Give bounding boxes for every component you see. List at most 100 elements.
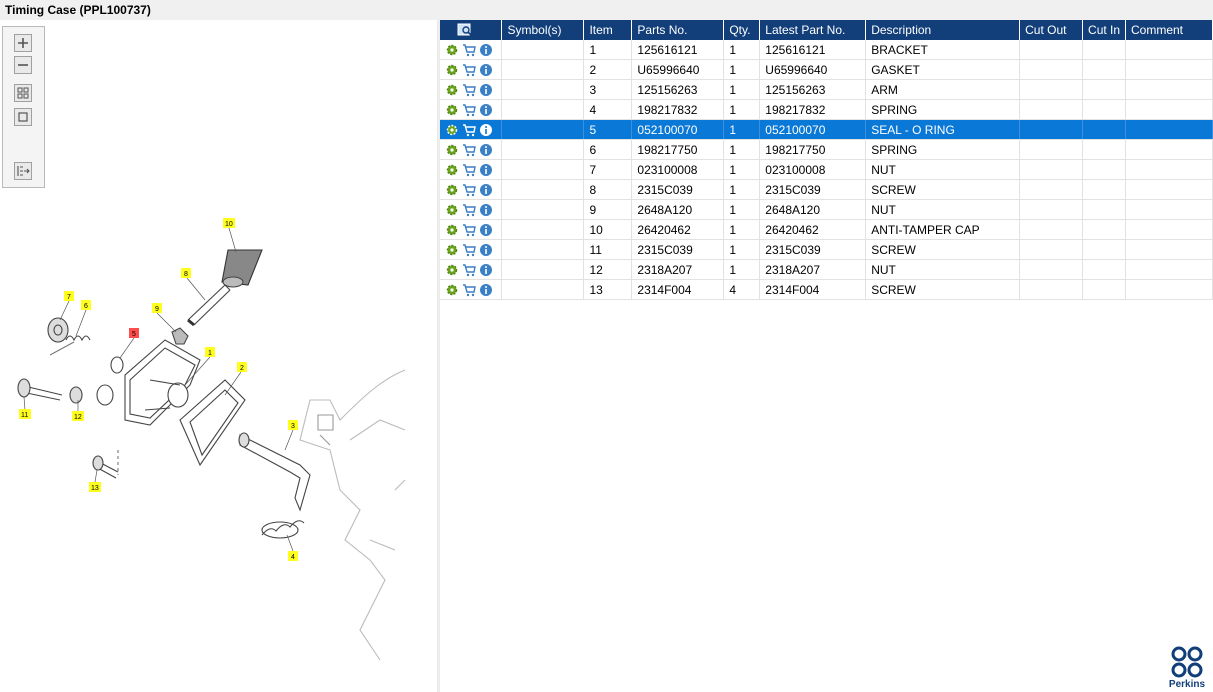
info-icon[interactable] (479, 43, 493, 57)
callout-13[interactable] (89, 482, 101, 492)
gear-icon[interactable] (445, 203, 459, 217)
cart-icon[interactable] (462, 283, 476, 297)
gear-icon[interactable] (445, 103, 459, 117)
callout-4[interactable] (288, 551, 298, 561)
gear-icon[interactable] (445, 263, 459, 277)
gear-icon[interactable] (445, 83, 459, 97)
info-icon[interactable] (479, 283, 493, 297)
callout-6[interactable] (81, 300, 91, 310)
header-qty[interactable]: Qty. (723, 20, 761, 40)
table-row[interactable]: 11 2315C039 1 2315C039 SCREW (440, 239, 1213, 260)
callout-5[interactable] (129, 328, 139, 338)
cell-symbols (501, 179, 585, 200)
cart-icon[interactable] (462, 123, 476, 137)
gear-icon[interactable] (445, 63, 459, 77)
table-row[interactable]: 13 2314F004 4 2314F004 SCREW (440, 279, 1213, 300)
diagram-panel[interactable]: 10 8 9 7 6 5 1 2 3 4 11 12 13 (0, 20, 437, 692)
info-icon[interactable] (479, 143, 493, 157)
callout-11[interactable] (19, 409, 31, 419)
header-parts-no[interactable]: Parts No. (631, 20, 725, 40)
cart-icon[interactable] (462, 63, 476, 77)
cart-icon[interactable] (462, 103, 476, 117)
fit-page-button[interactable] (14, 108, 32, 126)
table-row[interactable]: 8 2315C039 1 2315C039 SCREW (440, 179, 1213, 200)
panel-splitter[interactable] (437, 20, 440, 692)
table-row[interactable]: 3 125156263 1 125156263 ARM (440, 79, 1213, 100)
cell-item: 7 (583, 159, 633, 180)
gear-icon[interactable] (445, 43, 459, 57)
callout-10[interactable] (223, 218, 235, 228)
table-row[interactable]: 7 023100008 1 023100008 NUT (440, 159, 1213, 180)
callout-1[interactable] (205, 347, 215, 357)
info-icon[interactable] (479, 223, 493, 237)
info-icon[interactable] (479, 123, 493, 137)
gear-icon[interactable] (445, 163, 459, 177)
header-cut-in[interactable]: Cut In (1082, 20, 1126, 40)
info-icon[interactable] (479, 183, 493, 197)
gear-icon[interactable] (445, 223, 459, 237)
info-icon[interactable] (479, 163, 493, 177)
zoom-in-button[interactable] (14, 34, 32, 52)
cell-comment (1125, 79, 1213, 100)
cart-icon[interactable] (462, 143, 476, 157)
callout-3[interactable] (288, 420, 298, 430)
info-icon[interactable] (479, 83, 493, 97)
gear-icon[interactable] (445, 243, 459, 257)
header-comment[interactable]: Comment (1125, 20, 1213, 40)
callout-2[interactable] (237, 362, 247, 372)
table-row[interactable]: 9 2648A120 1 2648A120 NUT (440, 199, 1213, 220)
gear-icon[interactable] (445, 183, 459, 197)
cart-icon[interactable] (462, 83, 476, 97)
gear-icon[interactable] (445, 283, 459, 297)
info-icon[interactable] (479, 203, 493, 217)
callout-12[interactable] (72, 411, 84, 421)
cart-icon[interactable] (462, 223, 476, 237)
header-search-column[interactable] (440, 20, 503, 40)
callout-7[interactable] (64, 291, 74, 301)
callout-5-label: 5 (132, 331, 136, 338)
cart-icon[interactable] (462, 243, 476, 257)
table-row[interactable]: 4 198217832 1 198217832 SPRING (440, 99, 1213, 120)
header-latest-part-no[interactable]: Latest Part No. (759, 20, 867, 40)
zoom-out-icon (18, 64, 28, 66)
cell-comment (1125, 119, 1213, 140)
info-icon[interactable] (479, 243, 493, 257)
toggle-list-button[interactable] (14, 162, 32, 180)
cart-icon[interactable] (462, 163, 476, 177)
table-row[interactable]: 5 052100070 1 052100070 SEAL - O RING (440, 119, 1213, 140)
row-actions (440, 239, 503, 260)
table-row[interactable]: 6 198217750 1 198217750 SPRING (440, 139, 1213, 160)
cell-comment (1125, 259, 1213, 280)
callout-3-label: 3 (291, 423, 295, 430)
table-row[interactable]: 12 2318A207 1 2318A207 NUT (440, 259, 1213, 280)
cart-icon[interactable] (462, 263, 476, 277)
header-description[interactable]: Description (865, 20, 1021, 40)
gear-icon[interactable] (445, 123, 459, 137)
info-icon[interactable] (479, 103, 493, 117)
callout-6-label: 6 (84, 303, 88, 310)
fit-grid-button[interactable] (14, 84, 32, 102)
gear-icon[interactable] (445, 143, 459, 157)
cell-cut-in (1082, 259, 1126, 280)
cell-symbols (501, 279, 585, 300)
header-cut-out[interactable]: Cut Out (1019, 20, 1084, 40)
cart-icon[interactable] (462, 183, 476, 197)
table-body: 1 125616121 1 125616121 BRACKET 2 U65996640 1 U6… (440, 40, 1213, 300)
table-row[interactable]: 1 125616121 1 125616121 BRACKET (440, 40, 1213, 60)
header-item[interactable]: Item (583, 20, 633, 40)
header-symbols[interactable]: Symbol(s) (501, 20, 585, 40)
table-row[interactable]: 2 U65996640 1 U65996640 GASKET (440, 59, 1213, 80)
zoom-out-button[interactable] (14, 56, 32, 74)
table-row[interactable]: 10 26420462 1 26420462 ANTI-TAMPER CAP (440, 219, 1213, 240)
cell-comment (1125, 279, 1213, 300)
cart-icon[interactable] (462, 43, 476, 57)
search-parts-icon[interactable] (457, 23, 473, 37)
info-icon[interactable] (479, 63, 493, 77)
info-icon[interactable] (479, 263, 493, 277)
callout-9[interactable] (152, 303, 162, 313)
callout-8[interactable] (181, 268, 191, 278)
cell-description: SPRING (865, 139, 1021, 160)
row-actions (440, 179, 503, 200)
cart-icon[interactable] (462, 203, 476, 217)
exploded-parts-drawing[interactable]: 10 8 9 7 6 5 1 2 3 4 11 12 13 (0, 180, 437, 690)
